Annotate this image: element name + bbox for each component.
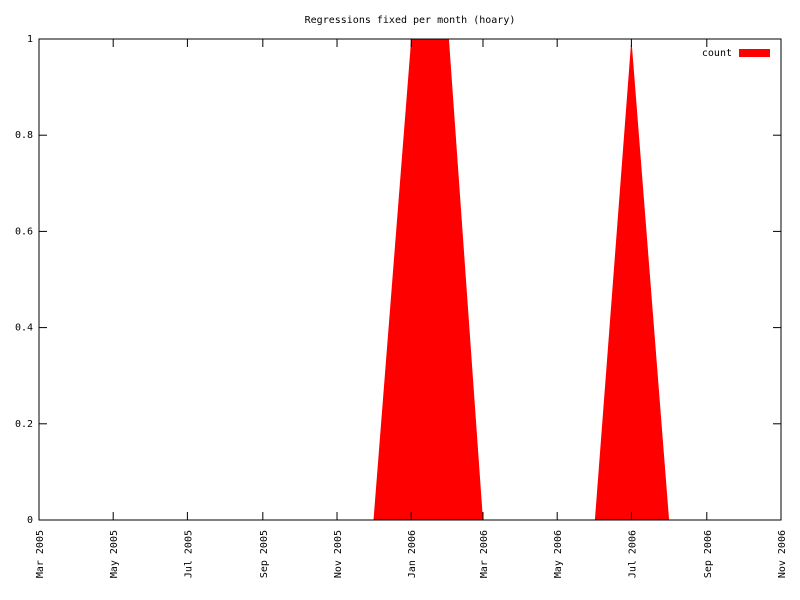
x-tick-label: Sep 2005 [259,530,270,578]
y-tick-label: 0 [27,515,33,526]
x-tick-label: Sep 2006 [703,530,714,578]
x-tick-label: Nov 2006 [777,530,788,578]
chart-title: Regressions fixed per month (hoary) [305,15,516,26]
x-tick-label: Jan 2006 [407,530,418,578]
plot-frame [38,38,782,521]
legend-swatch [739,49,770,57]
y-tick-label: 1 [27,34,33,45]
x-tick-label: Mar 2006 [479,530,490,578]
x-tick-label: Jul 2006 [627,530,638,578]
area [39,39,781,520]
x-tick-label: May 2005 [109,530,120,578]
x-tick-label: Jul 2005 [183,530,194,578]
x-tick-label: Nov 2005 [333,530,344,578]
y-tick-label: 0.8 [15,130,33,141]
x-tick-label: May 2006 [553,530,564,578]
x-tick-label: Mar 2005 [35,530,46,578]
legend-label: count [702,48,732,59]
y-tick-label: 0.6 [15,226,33,237]
y-tick-label: 0.2 [15,419,33,430]
y-tick-label: 0.4 [15,323,33,334]
